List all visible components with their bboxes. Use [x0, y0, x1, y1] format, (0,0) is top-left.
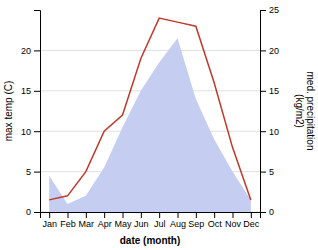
- tick: May: [114, 212, 132, 229]
- tick-label: Feb: [60, 219, 76, 229]
- tick: Dec: [243, 212, 260, 229]
- tick-label: Mar: [79, 219, 95, 229]
- y2-axis-title-line: (kg/m2): [294, 94, 305, 128]
- tick-mark: [178, 212, 179, 218]
- tick-mark: [260, 10, 266, 11]
- tick-mark: [260, 91, 266, 92]
- plot: JanFebMarAprMayJun Jul AugSep OctNovDec 0 5 10…: [3, 5, 316, 246]
- tick-label: 25: [269, 5, 279, 15]
- line: [49, 18, 251, 200]
- chart: JanFebMarAprMayJun Jul AugSep OctNovDec 0 5 10…: [0, 0, 318, 250]
- tick: 25: [260, 5, 279, 15]
- tick-mark: [260, 212, 266, 213]
- tick-mark: [34, 212, 40, 213]
- tick-label: 15: [269, 86, 279, 96]
- tick-label: 0: [269, 207, 274, 217]
- tick-label: 0: [26, 207, 31, 217]
- x-axis-title: date (month): [120, 235, 181, 246]
- tick: Mar: [79, 212, 95, 229]
- tick: 15: [260, 86, 279, 96]
- y2-axis-title: med. precipitation(kg/m2): [294, 72, 316, 151]
- tick-mark: [34, 91, 40, 92]
- tick: 5: [260, 167, 274, 177]
- tick-mark: [104, 212, 105, 218]
- tick-label: Jun: [134, 219, 149, 229]
- tick-label: 20: [21, 46, 31, 56]
- tick: Jan: [42, 212, 57, 229]
- tick: Jun: [134, 212, 149, 229]
- tick-mark: [233, 212, 234, 218]
- y-axis-title: max temp (C): [3, 81, 14, 142]
- tick-label: Jul: [154, 219, 166, 229]
- tick-label: 5: [269, 167, 274, 177]
- tick-label: Sep: [188, 219, 204, 229]
- tick-label: Oct: [208, 219, 223, 229]
- tick-mark: [141, 212, 142, 218]
- tick-label: 20: [269, 46, 279, 56]
- tick: Nov: [225, 212, 242, 229]
- y2-axis-title-line: med. precipitation: [305, 72, 316, 151]
- tick: Feb: [60, 212, 76, 229]
- area: [49, 38, 251, 212]
- tick-mark: [68, 212, 69, 218]
- tick-mark: [260, 172, 266, 173]
- tick: Oct: [208, 212, 223, 229]
- tick: 20: [21, 46, 40, 56]
- tick: Sep: [188, 212, 204, 229]
- axis-line: [261, 11, 267, 213]
- grid-line: [40, 50, 260, 51]
- tick: 10: [21, 127, 40, 137]
- tick-mark: [123, 212, 124, 218]
- tick-mark: [251, 212, 252, 218]
- axis-line: [34, 11, 41, 213]
- tick-label: 5: [26, 167, 31, 177]
- tick-mark: [260, 50, 266, 51]
- tick-label: Jan: [42, 219, 57, 229]
- tick: Apr: [98, 212, 112, 229]
- tick-mark: [34, 172, 40, 173]
- tick-mark: [49, 212, 50, 218]
- tick-label: Nov: [225, 219, 242, 229]
- marks: [49, 18, 251, 212]
- tick-label: 10: [269, 127, 279, 137]
- tick-mark: [34, 50, 40, 51]
- tick: Aug: [170, 212, 186, 229]
- tick-mark: [260, 131, 266, 132]
- tick-label: May: [114, 219, 132, 229]
- tick-mark: [86, 212, 87, 218]
- tick: 20: [260, 46, 279, 56]
- tick-label: 10: [21, 127, 31, 137]
- y2-axis: 0 5 10 15 20 25: [260, 5, 279, 217]
- tick: 0: [260, 207, 274, 217]
- tick-mark: [34, 131, 40, 132]
- y-axis: 0 5 10 15 20: [21, 11, 41, 218]
- x-axis: JanFebMarAprMayJun Jul AugSep OctNovDec: [41, 212, 261, 229]
- tick-label: Aug: [170, 219, 186, 229]
- tick: 15: [21, 86, 40, 96]
- tick-mark: [159, 212, 160, 218]
- tick-label: 15: [21, 86, 31, 96]
- tick: Jul: [154, 212, 166, 229]
- tick-label: Apr: [98, 219, 112, 229]
- tick-mark: [214, 212, 215, 218]
- tick-label: Dec: [243, 219, 260, 229]
- tick: 5: [26, 167, 40, 177]
- axis-line: [41, 213, 261, 219]
- tick-mark: [196, 212, 197, 218]
- tick: 10: [260, 127, 279, 137]
- tick: 0: [26, 207, 40, 217]
